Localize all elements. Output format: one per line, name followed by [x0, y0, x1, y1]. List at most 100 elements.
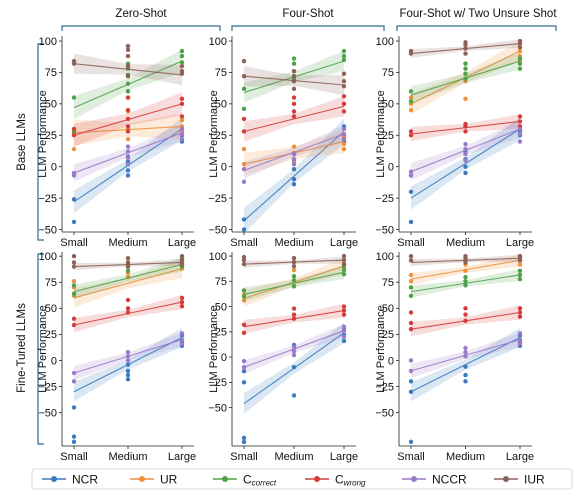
data-point	[71, 197, 77, 202]
data-point	[517, 126, 523, 132]
legend-marker	[222, 476, 228, 482]
series-Cw	[408, 114, 523, 142]
series-NCR	[241, 322, 347, 445]
data-point	[291, 312, 297, 317]
y-tick-label: 100	[39, 251, 57, 263]
data-point	[408, 107, 414, 113]
data-point	[463, 121, 468, 127]
series-IUR	[408, 253, 523, 267]
y-tick-label: −50	[208, 402, 227, 414]
data-point	[463, 349, 468, 355]
legend-subscript: wrong	[344, 479, 366, 488]
y-tick-label: −25	[375, 381, 394, 393]
data-point	[71, 283, 77, 288]
data-point	[291, 109, 297, 114]
panel-1-1: −50 −25 0 25 50 75 100 Small Medium Large LLM Perf…	[208, 251, 358, 463]
data-point	[179, 262, 185, 267]
series-Cw	[241, 303, 347, 336]
data-point	[241, 257, 247, 263]
data-point	[125, 173, 131, 178]
data-point	[341, 71, 347, 76]
panel-0-0: −50 −25 0 25 50 75 100 Small Medium Large LLM Perf…	[37, 36, 196, 249]
x-tick-label: Large	[168, 237, 196, 249]
data-point	[71, 291, 77, 296]
x-tick-label: Large	[330, 237, 358, 249]
data-point	[125, 53, 131, 59]
data-point	[291, 352, 297, 358]
data-point	[291, 156, 297, 162]
data-point	[463, 274, 468, 280]
data-point	[341, 312, 347, 317]
data-point	[408, 358, 414, 363]
y-tick-label: 25	[45, 329, 57, 341]
data-point	[125, 306, 131, 311]
data-point	[463, 318, 468, 324]
data-point	[125, 144, 131, 149]
data-point	[517, 262, 523, 267]
data-point	[408, 379, 414, 384]
data-point	[341, 146, 347, 152]
data-point	[291, 95, 297, 100]
data-point	[291, 79, 297, 84]
series-Cw	[71, 294, 185, 333]
data-point	[408, 169, 414, 174]
series-NCCR	[241, 125, 347, 184]
data-point	[463, 170, 468, 176]
data-point	[291, 278, 297, 283]
data-point	[241, 439, 247, 445]
data-point	[179, 304, 185, 309]
data-point	[125, 89, 131, 94]
series-IUR	[241, 58, 347, 96]
y-tick-label: 75	[215, 67, 227, 79]
data-point	[179, 68, 185, 74]
y-tick-label: 75	[45, 67, 57, 79]
data-point	[408, 279, 414, 284]
data-point	[71, 126, 77, 132]
data-point	[125, 124, 131, 129]
legend-items: NCR UR Ccorrect Cwrong NCCR IUR	[42, 473, 545, 488]
x-tick-label: Large	[168, 451, 196, 463]
data-point	[125, 349, 131, 355]
data-point	[341, 308, 347, 313]
legend-label: NCCR	[432, 473, 467, 487]
data-point	[241, 322, 247, 327]
data-point	[179, 258, 185, 263]
data-point	[463, 354, 468, 359]
x-tick-label: Medium	[274, 237, 313, 249]
data-point	[179, 131, 185, 137]
data-point	[291, 259, 297, 265]
data-point	[463, 372, 468, 378]
col-title-four-shot-unsure: Four-Shot w/ Two Unsure Shot	[399, 8, 557, 20]
data-point	[341, 328, 347, 334]
data-point	[408, 285, 414, 290]
data-point	[517, 38, 523, 44]
data-point	[241, 58, 247, 64]
data-point	[71, 95, 77, 100]
y-tick-label: 50	[382, 99, 394, 111]
y-tick-label: −25	[38, 193, 57, 205]
series-IUR	[71, 43, 185, 86]
y-tick-label: −50	[38, 224, 57, 236]
data-point	[463, 268, 468, 273]
data-point	[408, 89, 414, 94]
data-point	[408, 326, 414, 332]
data-point	[517, 310, 523, 315]
data-point	[463, 141, 468, 147]
col-bracket-1	[231, 25, 385, 31]
data-point	[291, 316, 297, 321]
series-Cw	[71, 92, 185, 147]
data-point	[125, 358, 131, 363]
trend-line	[243, 271, 345, 295]
data-point	[241, 146, 247, 152]
data-point	[291, 166, 297, 172]
data-point	[241, 294, 247, 299]
series-Cw	[241, 94, 347, 142]
data-point	[517, 131, 523, 137]
data-point	[291, 263, 297, 269]
series-Cc	[241, 263, 347, 302]
data-point	[125, 377, 131, 382]
x-tick-label: Medium	[446, 237, 485, 249]
data-point	[241, 161, 247, 167]
y-tick-label: 100	[209, 36, 227, 48]
